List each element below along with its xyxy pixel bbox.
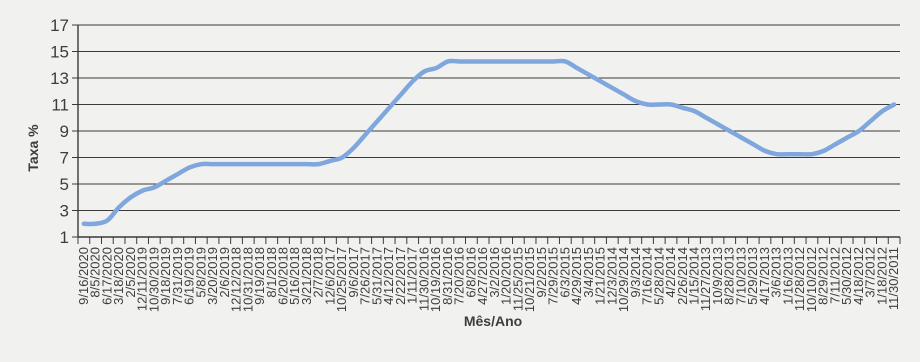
x-tick-label: 11/30/2011: [886, 247, 901, 310]
y-tick-label: 9: [60, 122, 69, 141]
x-tick-label: 12/3/2014: [604, 247, 619, 305]
x-tick-label: 11/30/2016: [416, 247, 431, 311]
x-tick-label: 11/25/2015: [510, 247, 525, 311]
x-tick-label: 11/27/2013: [698, 247, 713, 311]
x-tick-label: 4/17/2013: [757, 247, 772, 305]
x-tick-label: 9/16/2020: [76, 247, 91, 305]
x-tick-label: 12/12/2018: [229, 247, 244, 312]
x-tick-label: 5/30/2012: [839, 247, 854, 305]
x-tick-label: 7/10/2013: [733, 247, 748, 305]
x-tick-label: 10/31/2018: [240, 247, 255, 312]
x-tick-label: 10/29/2014: [616, 247, 631, 312]
x-tick-label: 6/19/2019: [182, 247, 197, 305]
x-tick-label: 12/11/2019: [135, 247, 150, 311]
y-tick-label: 13: [50, 69, 69, 88]
x-tick-label: 9/2/2015: [534, 247, 549, 298]
x-tick-label: 8/31/2016: [440, 247, 455, 305]
x-tick-label: 2/22/2017: [393, 247, 408, 305]
x-tick-label: 10/21/2015: [522, 247, 537, 312]
x-tick-label: 1/16/2013: [780, 247, 795, 305]
x-tick-label: 4/12/2017: [381, 247, 396, 305]
y-tick-label: 7: [60, 149, 69, 168]
y-tick-label: 1: [60, 228, 69, 247]
x-tick-label: 7/29/2015: [546, 247, 561, 305]
x-tick-label: 11/28/2012: [792, 247, 807, 311]
y-axis-label: Taxa %: [25, 124, 41, 172]
x-tick-label: 6/8/2016: [463, 247, 478, 298]
x-tick-label: 8/28/2013: [722, 247, 737, 305]
x-tick-label: 10/19/2016: [428, 247, 443, 312]
x-tick-label: 12/6/2017: [322, 247, 337, 305]
x-tick-label: 7/20/2016: [452, 247, 467, 305]
x-tick-label: 7/26/2017: [358, 247, 373, 305]
x-axis-ticks: 9/16/20208/5/20206/17/20203/18/20202/5/2…: [76, 237, 901, 312]
x-tick-label: 3/2/2016: [487, 247, 502, 298]
x-tick-label: 6/20/2018: [276, 247, 291, 305]
x-tick-label: 8/5/2020: [88, 247, 103, 298]
x-tick-label: 5/8/2019: [193, 247, 208, 298]
x-tick-label: 3/21/2018: [299, 247, 314, 305]
y-tick-label: 5: [60, 175, 69, 194]
x-tick-label: 3/4/2015: [581, 247, 596, 298]
x-tick-label: 8/29/2012: [816, 247, 831, 305]
x-tick-label: 1/11/2017: [405, 247, 420, 304]
x-tick-label: 4/29/2015: [569, 247, 584, 305]
x-tick-label: 9/18/2019: [158, 247, 173, 305]
x-tick-label: 4/27/2016: [475, 247, 490, 305]
x-tick-label: 10/25/2017: [334, 247, 349, 312]
x-tick-label: 1/18/2012: [874, 247, 889, 305]
x-tick-label: 6/17/2020: [99, 247, 114, 305]
x-tick-label: 10/9/2013: [710, 247, 725, 305]
y-tick-label: 15: [50, 43, 69, 62]
x-tick-label: 4/18/2012: [851, 247, 866, 305]
x-axis-label: Mês/Ano: [464, 313, 522, 329]
series-line: [81, 58, 897, 227]
x-tick-label: 4/2/2014: [663, 247, 678, 298]
x-tick-label: 7/16/2014: [640, 247, 655, 305]
x-tick-label: 9/19/2018: [252, 247, 267, 305]
y-tick-label: 3: [60, 202, 69, 221]
x-tick-label: 2/6/2019: [217, 247, 232, 298]
x-tick-label: 5/28/2014: [651, 247, 666, 305]
x-tick-label: 3/7/2012: [863, 247, 878, 298]
x-tick-label: 1/15/2014: [687, 247, 702, 305]
x-tick-label: 9/3/2014: [628, 247, 643, 298]
x-tick-label: 2/7/2018: [311, 247, 326, 298]
x-tick-label: 10/30/2019: [146, 247, 161, 312]
x-tick-label: 5/29/2013: [745, 247, 760, 305]
x-tick-label: 3/20/2019: [205, 247, 220, 305]
x-tick-label: 7/11/2012: [827, 247, 842, 304]
x-tick-label: 3/6/2013: [769, 247, 784, 298]
x-tick-label: 2/5/2020: [123, 247, 138, 298]
x-tick-label: 2/26/2014: [675, 247, 690, 305]
y-tick-label: 11: [51, 96, 69, 115]
x-tick-label: 8/1/2018: [264, 247, 279, 298]
x-tick-label: 7/31/2019: [170, 247, 185, 305]
x-tick-label: 3/18/2020: [111, 247, 126, 305]
gridlines: [78, 24, 900, 211]
x-tick-label: 1/20/2016: [499, 247, 514, 305]
y-tick-label: 17: [50, 16, 69, 35]
x-tick-label: 1/21/2015: [593, 247, 608, 305]
x-tick-label: 5/31/2017: [369, 247, 384, 305]
x-tick-label: 6/3/2015: [557, 247, 572, 298]
x-tick-label: 5/16/2018: [287, 247, 302, 305]
x-tick-label: 9/6/2017: [346, 247, 361, 298]
x-tick-label: 10/10/2012: [804, 247, 819, 312]
